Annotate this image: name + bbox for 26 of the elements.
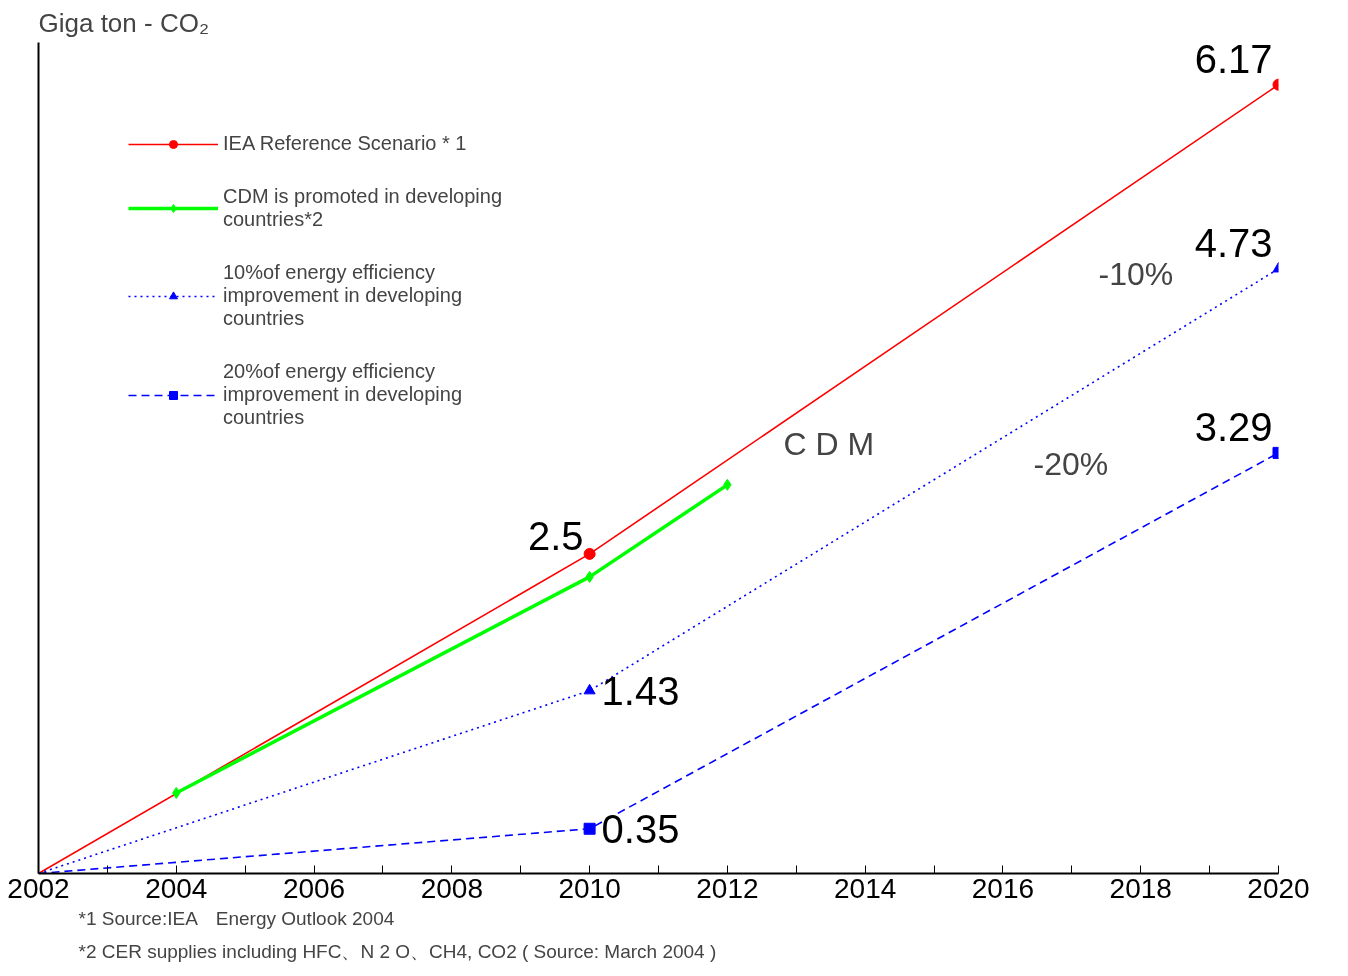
x-tick-label: 2018 <box>1109 872 1172 904</box>
x-tick-label: 2016 <box>971 872 1035 904</box>
x-tick-label: 2020 <box>1247 872 1310 904</box>
data-label: 0.35 <box>601 806 680 851</box>
data-label: 4.73 <box>1194 220 1273 265</box>
data-label: 1.43 <box>601 668 680 713</box>
data-label: 6.17 <box>1194 36 1273 81</box>
x-tick-label: 2004 <box>145 872 208 904</box>
x-tick-label: 2008 <box>420 872 483 904</box>
legend-label: CDM is promoted in developing countries*2 <box>223 185 503 231</box>
text: *2 CER supplies including HFC、N 2 O、CH4, CO2 ( Source: March 2004 ) <box>78 940 717 962</box>
y-axis-title: Giga ton - CO₂ <box>38 7 209 38</box>
annotation: -20% <box>1033 445 1109 482</box>
x-tick-label: 2002 <box>7 872 70 904</box>
annotation: C D M <box>783 425 875 462</box>
x-tick-label: 2012 <box>696 872 759 904</box>
data-label: 2.5 <box>528 513 584 558</box>
text: *1 Source:IEA Energy Outlook 2004 <box>78 907 395 929</box>
annotation: -10% <box>1098 255 1174 292</box>
x-tick-label: 2010 <box>558 872 621 904</box>
legend-label: 10%of energy efficiency improvement in developing countries <box>223 261 463 330</box>
data-label: 3.29 <box>1194 404 1273 449</box>
legend-label: 20%of energy efficiency improvement in developing countries <box>223 360 463 429</box>
x-tick-label: 2006 <box>282 872 346 904</box>
x-tick-label: 2014 <box>834 872 897 904</box>
legend-label: IEA Reference Scenario * 1 <box>223 132 467 155</box>
